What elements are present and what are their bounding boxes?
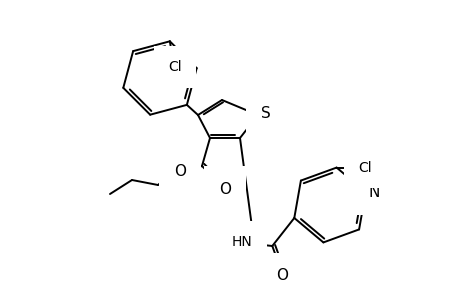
Text: O: O bbox=[276, 268, 288, 284]
Text: Cl: Cl bbox=[168, 60, 181, 74]
Text: S: S bbox=[261, 106, 270, 121]
Text: O: O bbox=[174, 164, 185, 178]
Text: Cl: Cl bbox=[357, 160, 370, 175]
Text: O: O bbox=[218, 182, 230, 196]
Text: N: N bbox=[367, 184, 379, 200]
Text: HN: HN bbox=[231, 235, 252, 249]
